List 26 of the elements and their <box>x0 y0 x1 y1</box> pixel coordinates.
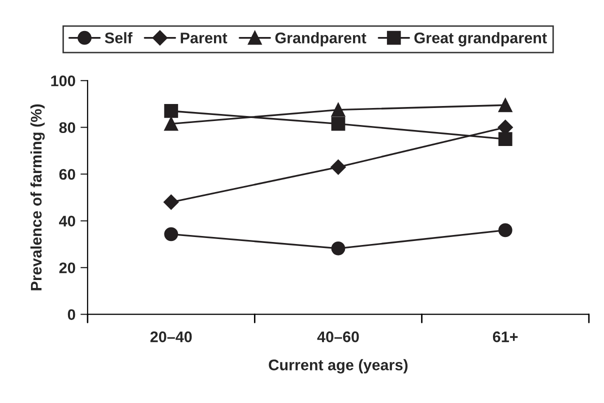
point <box>498 132 512 146</box>
x-tick-label: 40–60 <box>317 331 359 342</box>
point <box>331 116 346 131</box>
point <box>330 160 346 175</box>
legend-label: Grandparent <box>275 32 366 46</box>
y-tick-label: 100 <box>51 75 76 86</box>
point <box>331 102 346 117</box>
y-axis-title: Prevalence of farming (%) <box>30 104 45 290</box>
x-tick-label: 20–40 <box>150 331 192 342</box>
point <box>164 194 179 210</box>
y-tick-label: 20 <box>59 262 76 274</box>
y-tick-label: 80 <box>59 122 76 134</box>
y-tick-label: 40 <box>59 216 76 227</box>
point <box>164 227 178 242</box>
legend-label: Great grandparent <box>414 32 547 46</box>
y-tick-label: 60 <box>59 168 76 180</box>
point <box>498 223 512 238</box>
point <box>164 116 178 131</box>
point <box>498 98 512 112</box>
point <box>164 104 178 118</box>
y-tick-label: 0 <box>68 309 76 320</box>
point <box>331 241 346 256</box>
x-axis-title: Current age (years) <box>268 359 408 374</box>
legend-label: Parent <box>180 32 228 44</box>
legend-label: Self <box>104 32 132 44</box>
x-tick-label: 61+ <box>492 331 518 342</box>
